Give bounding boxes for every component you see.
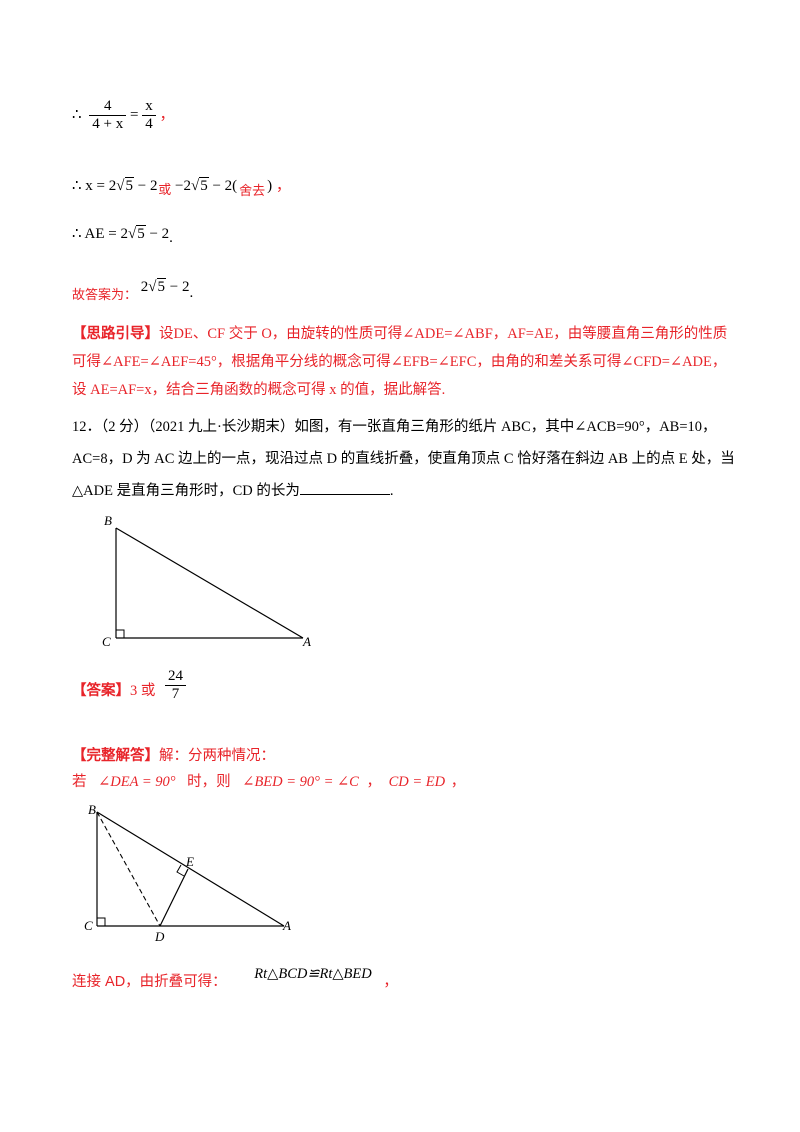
therefore-symbol: ∴: [72, 107, 82, 124]
right-angle-mark-c: [97, 917, 106, 926]
label-c: C: [102, 634, 111, 649]
label-e: E: [185, 854, 194, 869]
equals-sign: =: [130, 107, 139, 124]
fraction-right: x 4: [142, 98, 156, 134]
fraction-left-denominator: 4 + x: [92, 116, 124, 133]
minus-two: − 2: [145, 226, 170, 242]
figure-triangle-abc: B C A: [102, 513, 311, 649]
ae-prefix: AE = 2: [84, 226, 128, 242]
discard-word: 舍去: [239, 183, 266, 198]
answer-line: 【答案】3 或 24 7: [72, 668, 186, 704]
question-12: 12．（2 分）（2021 九上·长沙期末）如图，有一张直角三角形的纸片 ABC…: [72, 413, 752, 505]
sqrt-argument: 5: [199, 177, 209, 194]
alt-suffix: − 2(: [208, 178, 238, 194]
minus-two: − 2: [166, 279, 190, 295]
question-line-2: AC=8，D 为 AC 边上的一点，现沿过点 D 的直线折叠，使直角顶点 C 恰…: [72, 451, 735, 467]
minus-two: − 2: [134, 178, 158, 194]
alt-prefix: −2: [174, 178, 191, 194]
hint-label: 【思路引导】: [72, 326, 159, 342]
hint-line-2: 可得∠AFE=∠AEF=45°，根据角平分线的概念可得∠EFB=∠EFC，由角的…: [72, 354, 727, 370]
segment-de: [159, 868, 189, 927]
end-comma: ，: [383, 974, 398, 990]
comma: ，: [159, 107, 175, 124]
right-angle-mark: [116, 629, 125, 638]
case-then: 时，则: [187, 774, 231, 790]
condition-bed: ∠BED = 90° = ∠C: [242, 774, 359, 790]
question-line-3: △ADE 是直角三角形时，CD 的长为.: [72, 477, 752, 505]
answer-fraction: 24 7: [165, 668, 186, 704]
question-line-3-text: △ADE 是直角三角形时，CD 的长为: [72, 483, 300, 499]
fraction-left-numerator: 4: [89, 98, 127, 117]
sqrt-symbol: √: [190, 178, 200, 194]
sqrt-symbol: √: [127, 226, 137, 242]
answer-fraction-numerator: 24: [165, 668, 186, 687]
hint-text-1: 设DE、CF 交于 O，由旋转的性质可得∠ADE=∠ABF，AF=AE，由等腰直…: [159, 326, 728, 342]
solution-intro-text: 解：分两种情况：: [159, 748, 275, 764]
congruence-statement: Rt△BCD≌Rt△BED: [254, 966, 372, 982]
sqrt-symbol: √: [116, 178, 125, 194]
sqrt-argument: 5: [156, 278, 166, 295]
fraction-right-numerator: x: [142, 98, 156, 117]
fraction-right-denominator: 4: [145, 116, 153, 133]
right-angle-mark-e: [176, 864, 185, 877]
label-a: A: [282, 918, 291, 933]
separator-comma: ，: [366, 774, 381, 790]
hint-line-3: 设 AE=AF=x，结合三角函数的概念可得 x 的值，据此解答.: [72, 382, 446, 398]
period: .: [189, 285, 194, 301]
end-comma: ，: [450, 774, 466, 790]
sqrt-symbol: √: [148, 279, 157, 295]
equation-ae: ∴ AE = 2√5 − 2.: [72, 224, 173, 246]
label-d: D: [154, 929, 165, 944]
sqrt-argument: 5: [124, 177, 134, 194]
solution-label: 【完整解答】: [72, 748, 159, 764]
x-equals-prefix: x = 2: [85, 178, 117, 194]
solution-intro: 【完整解答】解：分两种情况：: [72, 744, 275, 765]
label-b: B: [104, 513, 112, 528]
label-c: C: [84, 918, 93, 933]
question-line-1: 12．（2 分）（2021 九上·长沙期末）如图，有一张直角三角形的纸片 ABC…: [72, 419, 717, 435]
close-paren: ): [267, 178, 273, 194]
therefore-symbol: ∴: [72, 178, 82, 194]
side-ab: [96, 811, 285, 927]
period: .: [169, 230, 173, 246]
hint-line-1: 【思路引导】设DE、CF 交于 O，由旋转的性质可得∠ADE=∠ABF，AF=A…: [72, 320, 732, 348]
condition-cd-ed: CD = ED: [388, 774, 446, 790]
final-answer-line: 故答案为： 2√5 − 2.: [72, 276, 193, 302]
sqrt-argument: 5: [136, 225, 146, 242]
answer-value: 3 或: [130, 683, 156, 700]
hint-paragraph: 【思路引导】设DE、CF 交于 O，由旋转的性质可得∠ADE=∠ABF，AF=A…: [72, 320, 732, 404]
fraction-left: 4 4 + x: [89, 98, 127, 134]
equation-ratio: ∴ 4 4 + x = x 4 ，: [72, 98, 175, 134]
comma: ，: [275, 178, 291, 194]
case-if: 若: [72, 774, 87, 790]
answer-fraction-denominator: 7: [171, 686, 180, 703]
answer-prefix: 故答案为：: [72, 287, 138, 302]
or-word: 或: [158, 182, 172, 197]
fold-line-bd: [96, 811, 161, 927]
figure-folded-triangle: B C D E A: [84, 802, 291, 944]
connect-text: 连接 AD，由折叠可得：: [72, 974, 227, 990]
answer-value-prefix: 2: [140, 279, 149, 295]
equation-x-solutions: ∴ x = 2√5 − 2 或 −2√5 − 2(舍去) ，: [72, 174, 291, 198]
therefore-symbol: ∴: [72, 226, 82, 242]
connect-line: 连接 AD，由折叠可得： Rt△BCD≌Rt△BED ，: [72, 962, 398, 990]
label-b: B: [88, 802, 96, 817]
answer-blank[interactable]: [299, 478, 390, 495]
label-a: A: [302, 634, 311, 649]
question-line-3-end: .: [389, 483, 394, 499]
case-condition-line: 若 ∠DEA = 90° 时，则 ∠BED = 90° = ∠C ， CD = …: [72, 770, 465, 791]
side-ab: [115, 527, 304, 639]
condition-dea: ∠DEA = 90°: [98, 774, 176, 790]
answer-label: 【答案】: [72, 683, 130, 700]
